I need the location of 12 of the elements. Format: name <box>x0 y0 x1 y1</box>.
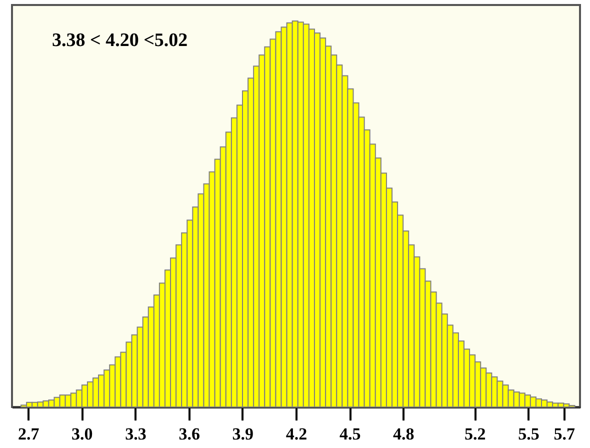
x-tick-label: 3.3 <box>125 424 146 444</box>
x-tick-label: 4.2 <box>286 424 308 444</box>
annotation: 3.38 < 4.20 <5.02 <box>52 30 188 51</box>
x-tick-label: 5.2 <box>464 424 486 444</box>
x-tick-label: 2.7 <box>18 424 40 444</box>
x-tick-label: 5.5 <box>518 424 540 444</box>
x-tick-label: 3.0 <box>72 424 93 444</box>
x-tick-label: 4.8 <box>393 424 414 444</box>
x-tick-label: 3.6 <box>178 424 200 444</box>
x-tick-label: 4.5 <box>339 424 361 444</box>
x-tick-label: 3.9 <box>232 424 254 444</box>
x-tick-label: 5.7 <box>554 424 576 444</box>
